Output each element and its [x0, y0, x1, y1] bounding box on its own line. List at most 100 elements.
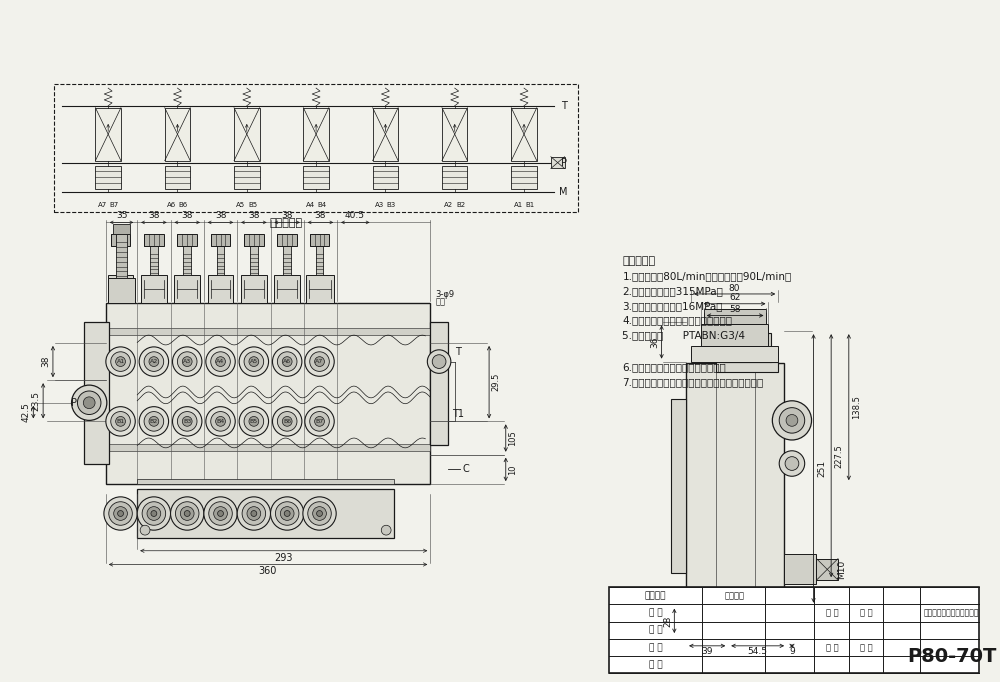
Text: A2: A2: [444, 202, 453, 208]
Text: 251: 251: [817, 460, 826, 477]
Text: 液压原理图: 液压原理图: [270, 218, 303, 228]
Text: M: M: [559, 187, 568, 197]
Circle shape: [211, 352, 230, 372]
Circle shape: [151, 511, 157, 516]
Circle shape: [315, 357, 324, 366]
Bar: [511, 166, 537, 189]
Circle shape: [180, 507, 194, 520]
Circle shape: [249, 357, 259, 366]
Text: B3: B3: [387, 202, 396, 208]
Bar: [137, 479, 394, 484]
Bar: [244, 234, 264, 246]
Bar: [108, 278, 135, 303]
Circle shape: [204, 497, 237, 530]
Circle shape: [277, 411, 297, 431]
Bar: [183, 246, 191, 276]
Text: T: T: [561, 101, 567, 110]
Circle shape: [249, 417, 259, 426]
Bar: [234, 108, 260, 161]
Circle shape: [427, 350, 451, 373]
Circle shape: [282, 357, 292, 366]
Bar: [84, 323, 109, 464]
Bar: [165, 166, 190, 189]
Text: B6: B6: [179, 202, 188, 208]
Circle shape: [182, 417, 192, 426]
Text: 技术要求：: 技术要求：: [622, 256, 656, 266]
Text: B4: B4: [317, 202, 327, 208]
Bar: [316, 246, 323, 276]
Text: B4: B4: [216, 419, 225, 424]
Text: M10: M10: [837, 560, 846, 579]
Text: 工艺检查: 工艺检查: [645, 591, 666, 600]
Text: 38: 38: [315, 211, 326, 220]
Circle shape: [175, 502, 199, 525]
Circle shape: [272, 347, 302, 376]
Text: 38: 38: [248, 211, 260, 220]
Text: A6: A6: [283, 359, 291, 364]
Bar: [373, 108, 398, 161]
Bar: [430, 323, 448, 445]
Text: 58: 58: [729, 305, 741, 314]
Bar: [704, 309, 766, 325]
Circle shape: [111, 352, 130, 372]
Circle shape: [310, 411, 329, 431]
Text: 设 计: 设 计: [649, 660, 663, 669]
Text: 62: 62: [729, 293, 740, 302]
Circle shape: [432, 355, 446, 368]
Circle shape: [182, 357, 192, 366]
Circle shape: [147, 507, 161, 520]
Text: 2.最大工作压力：315MPa。: 2.最大工作压力：315MPa。: [622, 286, 723, 296]
Text: 105: 105: [508, 430, 517, 446]
Bar: [54, 84, 578, 211]
Circle shape: [247, 507, 261, 520]
Circle shape: [139, 406, 169, 436]
Text: 38: 38: [181, 211, 193, 220]
Circle shape: [239, 406, 269, 436]
Text: 138.5: 138.5: [852, 396, 861, 419]
Text: A1: A1: [116, 359, 125, 364]
Circle shape: [72, 385, 107, 420]
Bar: [165, 108, 190, 161]
Text: 第 张: 第 张: [860, 643, 873, 652]
Text: A4: A4: [306, 202, 315, 208]
Circle shape: [237, 497, 271, 530]
Bar: [277, 234, 297, 246]
Circle shape: [139, 347, 169, 376]
Circle shape: [303, 497, 336, 530]
Text: B5: B5: [250, 419, 258, 424]
Text: 35: 35: [116, 211, 127, 220]
Bar: [442, 166, 467, 189]
Text: P: P: [71, 398, 77, 408]
Circle shape: [177, 411, 197, 431]
Text: 36: 36: [650, 336, 659, 348]
Circle shape: [779, 451, 805, 476]
Text: T: T: [455, 346, 461, 357]
Text: P80-70T: P80-70T: [907, 647, 996, 666]
Text: A5: A5: [250, 359, 258, 364]
Text: 23.5: 23.5: [32, 391, 41, 411]
Circle shape: [171, 497, 204, 530]
Text: 40.5: 40.5: [345, 211, 365, 220]
Bar: [274, 276, 300, 303]
Text: 54.5: 54.5: [748, 647, 768, 656]
Circle shape: [317, 511, 322, 516]
Circle shape: [206, 347, 235, 376]
Bar: [117, 246, 124, 276]
Bar: [234, 166, 260, 189]
Circle shape: [284, 511, 290, 516]
Bar: [95, 108, 121, 161]
Text: 38: 38: [215, 211, 226, 220]
Text: B3: B3: [183, 419, 191, 424]
Text: 1.额定流量：80L/min，最大流量：90L/min；: 1.额定流量：80L/min，最大流量：90L/min；: [622, 271, 792, 282]
Bar: [716, 361, 778, 372]
Bar: [106, 328, 430, 336]
Text: A6: A6: [167, 202, 176, 208]
Bar: [116, 234, 127, 278]
Bar: [373, 166, 398, 189]
Text: 38: 38: [281, 211, 293, 220]
Text: B5: B5: [248, 202, 257, 208]
Circle shape: [282, 417, 292, 426]
Text: A3: A3: [375, 202, 384, 208]
Bar: [137, 489, 394, 538]
Text: 3.安全阀调定压力：16MPa；: 3.安全阀调定压力：16MPa；: [622, 301, 723, 311]
